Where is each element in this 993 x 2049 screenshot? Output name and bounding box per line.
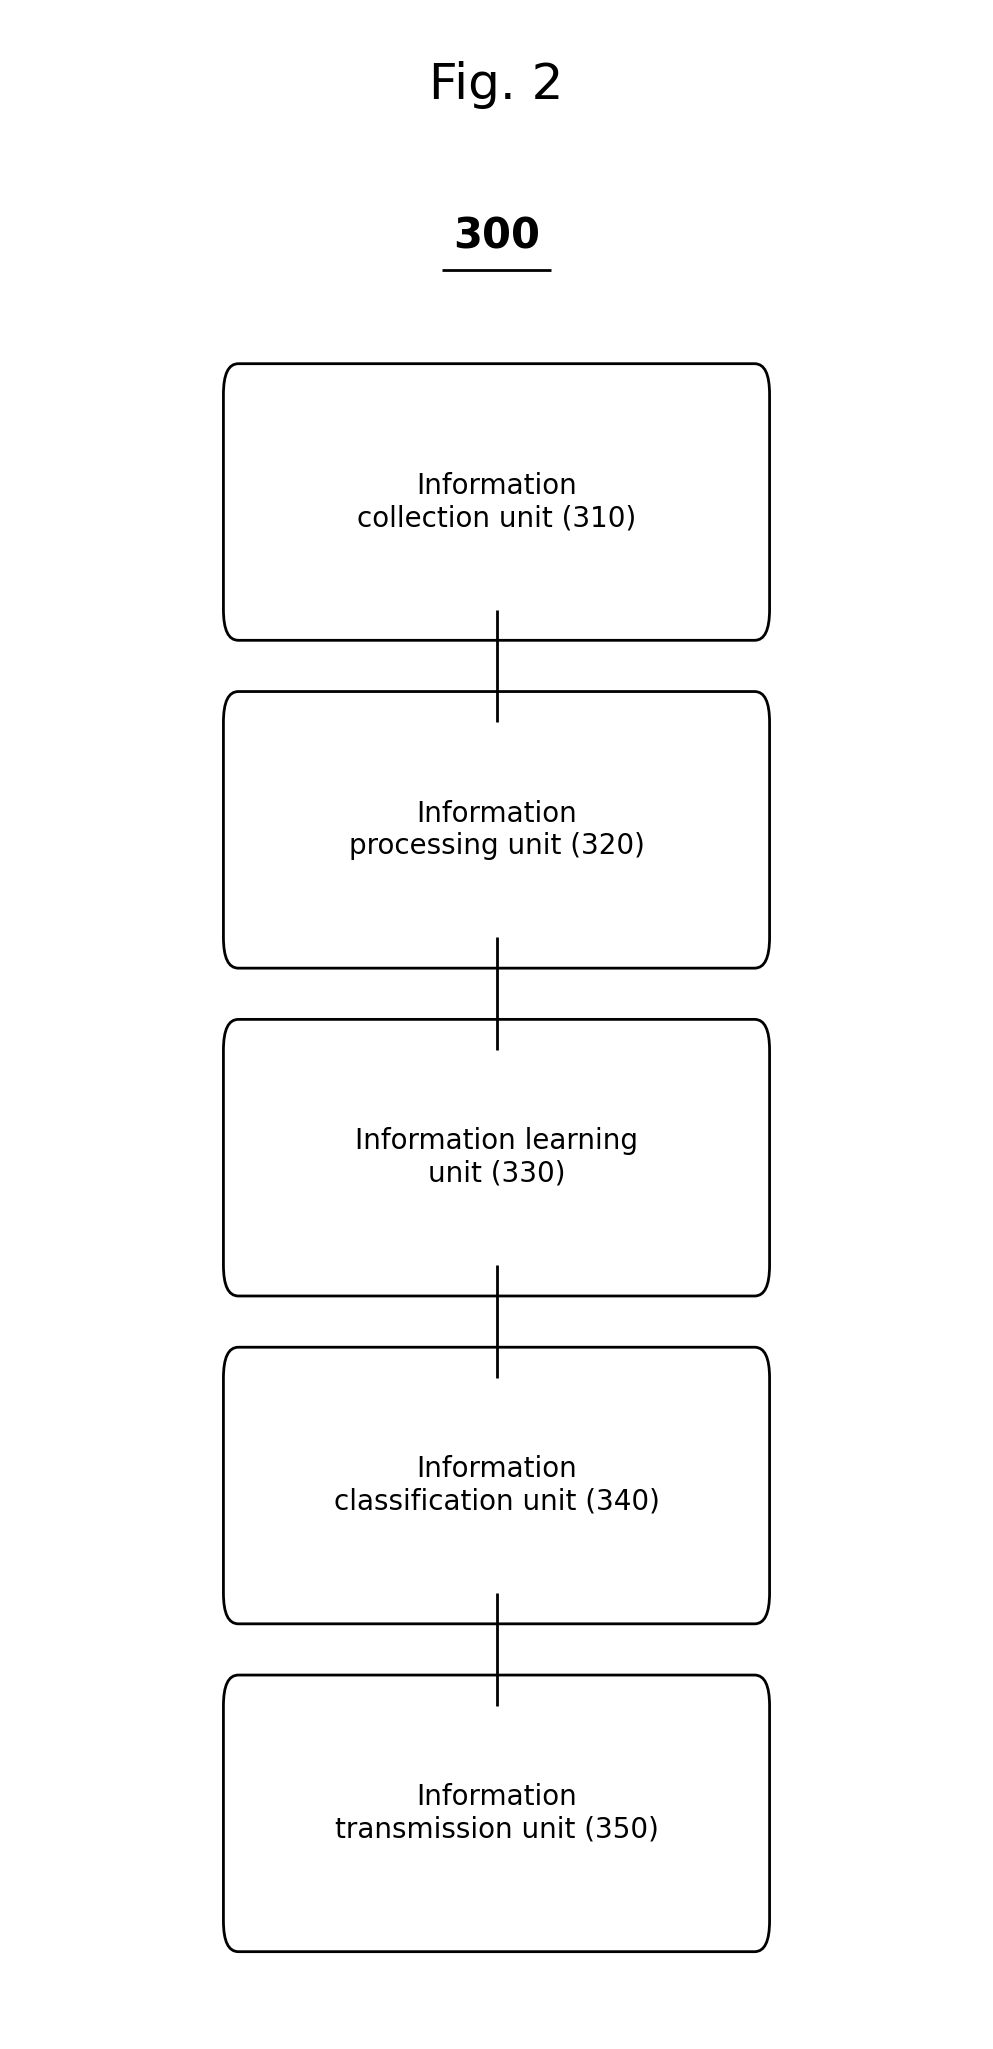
- Text: 300: 300: [453, 215, 540, 256]
- FancyBboxPatch shape: [223, 693, 770, 969]
- FancyBboxPatch shape: [223, 1676, 770, 1951]
- FancyBboxPatch shape: [223, 1348, 770, 1623]
- Text: Fig. 2: Fig. 2: [429, 61, 564, 109]
- Text: Information
collection unit (310): Information collection unit (310): [356, 471, 637, 533]
- Text: Information
classification unit (340): Information classification unit (340): [334, 1455, 659, 1516]
- FancyBboxPatch shape: [223, 1020, 770, 1297]
- Text: Information
processing unit (320): Information processing unit (320): [349, 799, 644, 861]
- Text: Information
transmission unit (350): Information transmission unit (350): [335, 1783, 658, 1844]
- Text: Information learning
unit (330): Information learning unit (330): [355, 1127, 638, 1188]
- FancyBboxPatch shape: [223, 365, 770, 641]
